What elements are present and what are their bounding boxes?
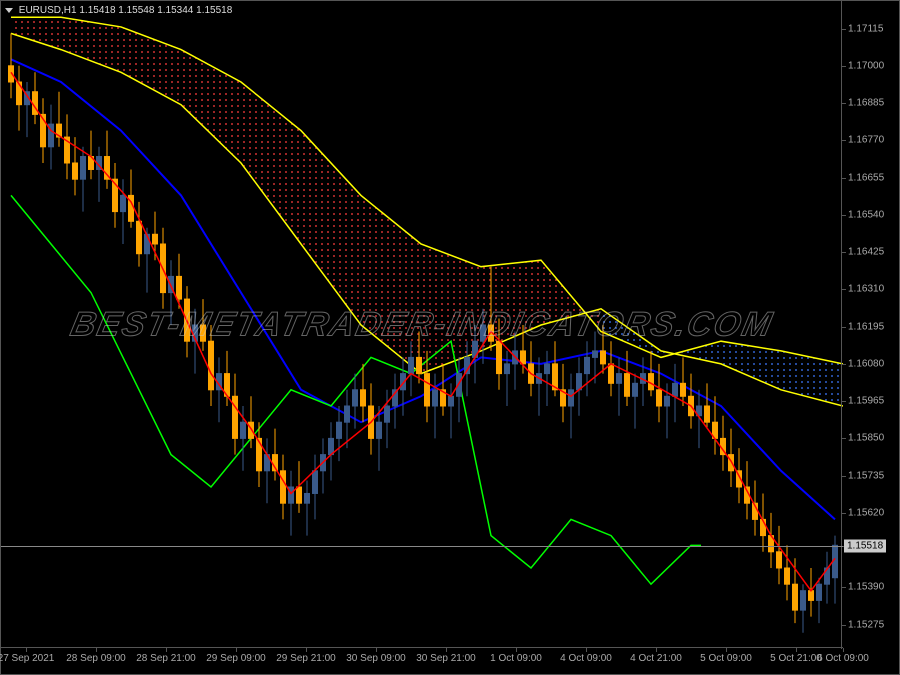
- x-axis-label: 5 Oct 09:00: [700, 653, 752, 664]
- x-axis-label: 29 Sep 21:00: [276, 653, 336, 664]
- y-axis-label: 1.17115: [848, 23, 883, 34]
- x-axis-label: 5 Oct 21:00: [770, 653, 822, 664]
- x-axis-label: 28 Sep 09:00: [66, 653, 126, 664]
- chart-area[interactable]: BEST-METATRADER-INDICATORS.COM: [1, 1, 843, 649]
- y-axis-label: 1.16885: [848, 98, 884, 109]
- y-axis-label: 1.15275: [848, 619, 884, 630]
- ohlc-label: 1.15418 1.15548 1.15344 1.15518: [79, 5, 232, 16]
- price-chart: [1, 1, 843, 649]
- chart-menu-icon[interactable]: [5, 8, 13, 13]
- y-axis-label: 1.15850: [848, 433, 884, 444]
- y-axis-label: 1.16310: [848, 284, 884, 295]
- y-axis-label: 1.15620: [848, 507, 884, 518]
- symbol-label: EURUSD,H1: [19, 5, 77, 16]
- y-axis-label: 1.17000: [848, 60, 884, 71]
- y-axis-label: 1.16770: [848, 135, 884, 146]
- x-axis-label: 28 Sep 21:00: [136, 653, 196, 664]
- x-axis-label: 1 Oct 09:00: [490, 653, 542, 664]
- y-axis-label: 1.16195: [848, 321, 884, 332]
- x-axis: 27 Sep 2021 28 Sep 09:00 28 Sep 21:00 29 Se…: [1, 647, 843, 674]
- y-axis: 1.17115 1.17000 1.16885 1.16770 1.16655 1.165…: [841, 1, 899, 649]
- y-axis-label: 1.16425: [848, 247, 884, 258]
- y-axis-label: 1.15518: [844, 539, 886, 552]
- y-axis-label: 1.15390: [848, 582, 884, 593]
- x-axis-label: 6 Oct 09:00: [817, 653, 869, 664]
- x-axis-label: 4 Oct 21:00: [630, 653, 682, 664]
- y-axis-label: 1.15965: [848, 396, 884, 407]
- x-axis-label: 4 Oct 09:00: [560, 653, 612, 664]
- current-price-line: [1, 546, 843, 547]
- x-axis-label: 30 Sep 09:00: [346, 653, 406, 664]
- x-axis-label: 29 Sep 09:00: [206, 653, 266, 664]
- y-axis-label: 1.16080: [848, 358, 884, 369]
- y-axis-label: 1.15735: [848, 470, 884, 481]
- x-axis-label: 27 Sep 2021: [0, 653, 54, 664]
- y-axis-label: 1.16655: [848, 172, 884, 183]
- x-axis-label: 30 Sep 21:00: [416, 653, 476, 664]
- chart-title: EURUSD,H1 1.15418 1.15548 1.15344 1.1551…: [5, 5, 232, 16]
- y-axis-label: 1.16540: [848, 209, 884, 220]
